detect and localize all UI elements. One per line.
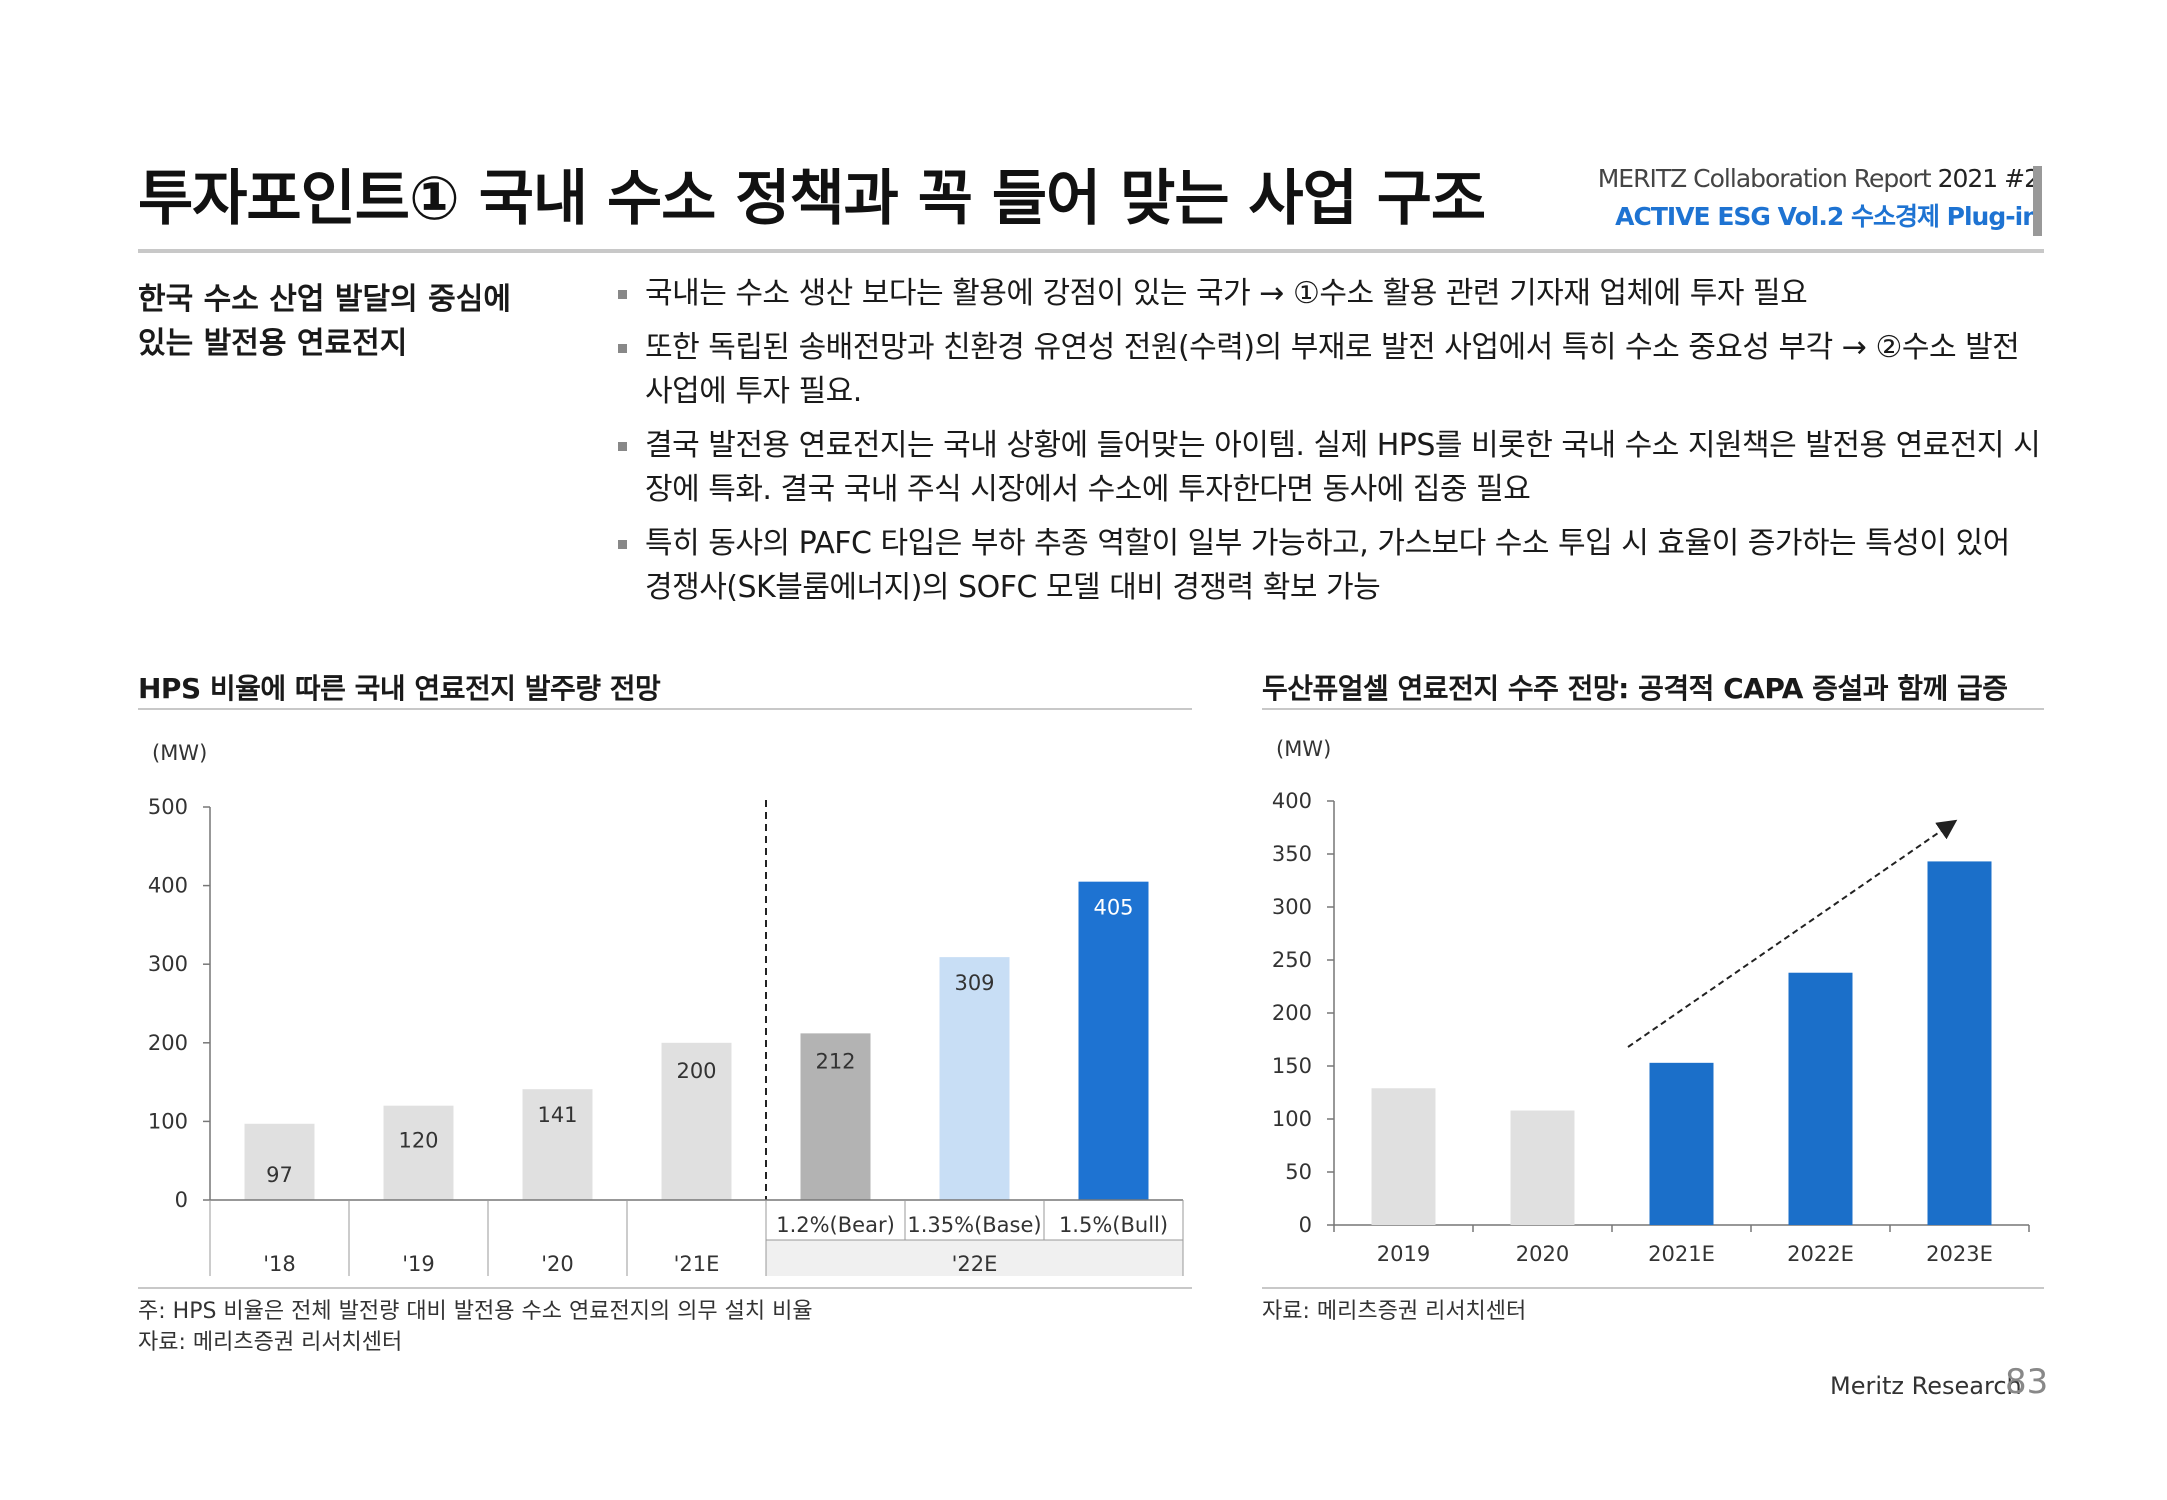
report-header: MERITZ Collaboration Report 2021 #2 ACTI… <box>1597 164 2040 233</box>
chart1-value-label: 120 <box>398 1129 438 1153</box>
chart2-x-label: 2021E <box>1648 1242 1715 1266</box>
chart2-trend-arrow <box>1627 819 1958 1048</box>
section-heading-line2: 있는 발전용 연료전지 <box>138 326 408 361</box>
bullet-text: 국내는 수소 생산 보다는 활용에 강점이 있는 국가 → ①수소 활용 관련 … <box>645 276 1808 311</box>
bullet-text: 또한 독립된 송배전망과 친환경 유연성 전원(수력)의 부재로 발전 사업에서… <box>645 330 2020 409</box>
bullet-text: 결국 발전용 연료전지는 국내 상황에 들어맞는 아이템. 실제 HPS를 비롯… <box>645 428 2041 507</box>
bullet-text: 특히 동사의 PAFC 타입은 부하 추종 역할이 일부 가능하고, 가스보다 … <box>645 526 2010 605</box>
chart1-group-label: '22E <box>952 1252 998 1276</box>
chart2-x-label: 2023E <box>1926 1242 1993 1266</box>
chart2-y-tick-label: 400 <box>1272 789 1312 813</box>
chart1-x-label: '21E <box>674 1252 720 1276</box>
chart2-y-tick-label: 0 <box>1299 1213 1312 1237</box>
chart1-bar <box>383 1105 454 1200</box>
report-number: 2021 #2 <box>1937 164 2040 193</box>
chart2-bar <box>1510 1110 1575 1225</box>
chart2-y-tick-label: 350 <box>1272 842 1312 866</box>
report-name: MERITZ Collaboration Report <box>1597 164 1932 193</box>
chart2-bar <box>1649 1062 1714 1225</box>
chart1-y-tick-label: 200 <box>148 1031 188 1055</box>
chart2-y-tick-label: 250 <box>1272 948 1312 972</box>
page-title: 투자포인트① 국내 수소 정책과 꼭 들어 맞는 사업 구조 <box>138 164 1486 234</box>
bullet-square-icon <box>618 290 627 299</box>
header-accent-bar <box>2033 166 2042 236</box>
chart2-x-label: 2019 <box>1377 1242 1430 1266</box>
chart1-title-rule <box>138 708 1192 710</box>
page-number: 83 <box>2005 1362 2049 1402</box>
bullet-square-icon <box>618 442 627 451</box>
series-line: ACTIVE ESG Vol.2 수소경제 Plug-in <box>1615 202 2040 231</box>
chart1-y-tick-label: 400 <box>148 874 188 898</box>
chart1-value-label: 309 <box>954 971 994 995</box>
chart1-bar <box>939 957 1010 1200</box>
chart1-y-tick-label: 500 <box>148 795 188 819</box>
chart1-x-label: 1.35%(Base) <box>907 1213 1041 1237</box>
bullet-square-icon <box>618 344 627 353</box>
bullet-item: 결국 발전용 연료전지는 국내 상황에 들어맞는 아이템. 실제 HPS를 비롯… <box>615 424 2045 512</box>
chart2-bar <box>1927 861 1992 1225</box>
chart1-bar <box>1078 881 1149 1200</box>
chart1-value-label: 141 <box>537 1103 577 1127</box>
chart1-value-label: 200 <box>676 1059 716 1083</box>
chart1-x-label: 1.5%(Bull) <box>1059 1213 1168 1237</box>
section-heading: 한국 수소 산업 발달의 중심에 있는 발전용 연료전지 <box>138 278 608 366</box>
bullet-item: 국내는 수소 생산 보다는 활용에 강점이 있는 국가 → ①수소 활용 관련 … <box>615 272 2045 316</box>
chart2-y-tick-label: 50 <box>1285 1160 1312 1184</box>
chart1-value-label: 405 <box>1093 896 1133 920</box>
chart2-bar <box>1788 972 1853 1225</box>
bullet-square-icon <box>618 540 627 549</box>
report-line: MERITZ Collaboration Report 2021 #2 <box>1597 164 2040 193</box>
chart1-bar <box>800 1033 871 1200</box>
chart2-svg: (MW) 0 50 100 150 200 250 300 350 400 2019 2020 2021… <box>1262 737 2044 1289</box>
chart2-y-tick-label: 150 <box>1272 1054 1312 1078</box>
chart1-note: 주: HPS 비율은 전체 발전량 대비 발전용 수소 연료전지의 의무 설치 … <box>138 1299 813 1324</box>
chart2-y-tick-label: 300 <box>1272 895 1312 919</box>
title-divider <box>138 249 2044 253</box>
chart2-title-rule <box>1262 708 2044 710</box>
chart1-value-label: 97 <box>266 1163 293 1187</box>
chart2-x-label: 2020 <box>1516 1242 1569 1266</box>
chart1-x-label: '18 <box>263 1252 296 1276</box>
chart1-y-tick-label: 100 <box>148 1109 188 1133</box>
chart2-bar <box>1371 1088 1436 1225</box>
chart1-y-unit: (MW) <box>152 741 207 765</box>
chart1-group-band <box>766 1240 1183 1276</box>
footer-brand: Meritz Research <box>1830 1372 2022 1400</box>
bullet-item: 특히 동사의 PAFC 타입은 부하 추종 역할이 일부 가능하고, 가스보다 … <box>615 522 2045 610</box>
chart1-x-label: '19 <box>402 1252 435 1276</box>
chart2-y-tick-label: 100 <box>1272 1107 1312 1131</box>
chart2-title: 두산퓨얼셀 연료전지 수주 전망: 공격적 CAPA 증설과 함께 급증 <box>1262 672 2008 705</box>
bullet-item: 또한 독립된 송배전망과 친환경 유연성 전원(수력)의 부재로 발전 사업에서… <box>615 326 2045 414</box>
section-heading-line1: 한국 수소 산업 발달의 중심에 <box>138 282 511 317</box>
chart1-bar <box>244 1123 315 1200</box>
chart1-bar <box>661 1042 732 1200</box>
chart2-x-label: 2022E <box>1787 1242 1854 1266</box>
chart1-y-tick-label: 300 <box>148 952 188 976</box>
chart1-x-label: 1.2%(Bear) <box>776 1213 895 1237</box>
chart1-bar <box>522 1089 593 1200</box>
chart1-source: 자료: 메리츠증권 리서치센터 <box>138 1330 403 1355</box>
chart2-y-unit: (MW) <box>1276 737 1331 761</box>
chart1-svg: (MW) 0 100 200 300 400 500 97 120 141 200 212 309 405… <box>138 741 1192 1289</box>
chart1-x-label: '20 <box>541 1252 574 1276</box>
chart1-title: HPS 비율에 따른 국내 연료전지 발주량 전망 <box>138 672 661 705</box>
chart1-y-tick-label: 0 <box>175 1188 188 1212</box>
chart2-source: 자료: 메리츠증권 리서치센터 <box>1262 1299 1527 1324</box>
bullet-list: 국내는 수소 생산 보다는 활용에 강점이 있는 국가 → ①수소 활용 관련 … <box>615 272 2045 620</box>
chart1-value-label: 212 <box>815 1049 855 1073</box>
chart2-y-tick-label: 200 <box>1272 1001 1312 1025</box>
